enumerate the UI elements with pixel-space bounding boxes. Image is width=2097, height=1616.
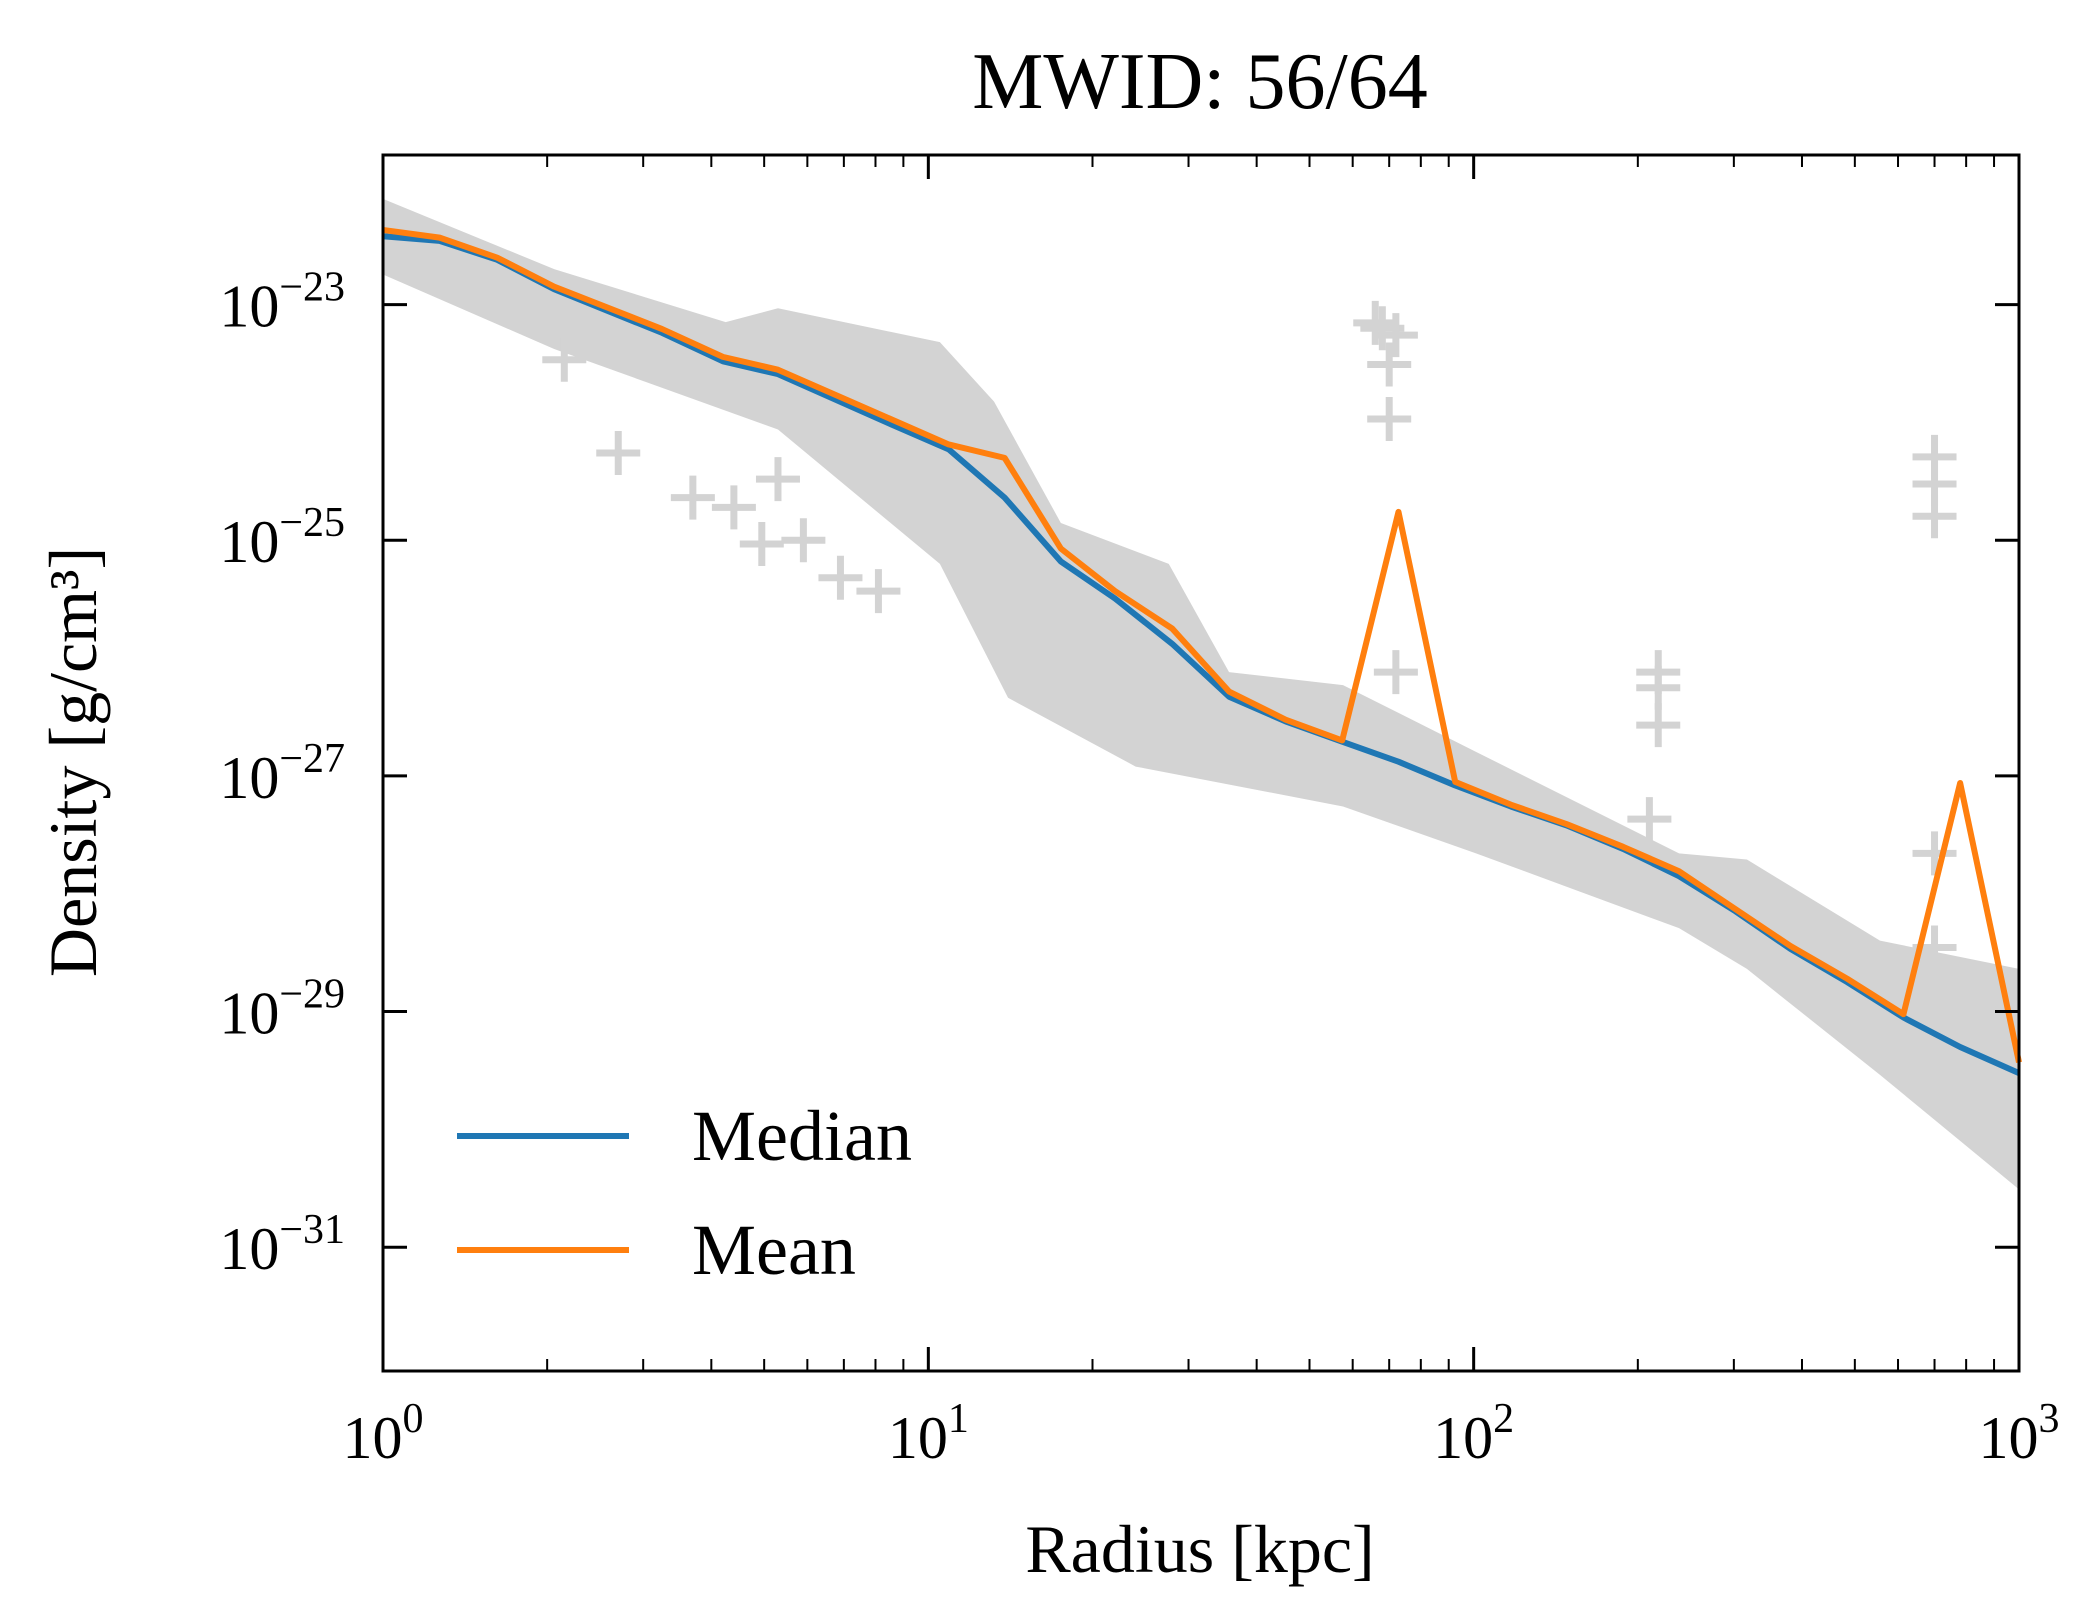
scatter-point	[856, 569, 901, 614]
x-tick-label: 102	[1433, 1396, 1514, 1471]
scatter-point	[1367, 342, 1412, 387]
plot-frame	[381, 153, 2021, 1373]
tick-exponent: 1	[948, 1396, 969, 1442]
scatter-layer	[383, 198, 2019, 1190]
scatter-point	[818, 555, 863, 600]
x-axis-label: Radius [kpc]	[1025, 1511, 1374, 1587]
scatter-point	[1636, 665, 1681, 710]
tick-base: 10	[343, 1405, 403, 1471]
tick-exponent: −31	[279, 1207, 345, 1253]
scatter-point	[1345, 699, 1390, 744]
tick-base: 10	[1979, 1405, 2039, 1471]
scatter-point	[596, 431, 641, 476]
scatter-point	[1912, 831, 1957, 876]
tick-base: 10	[888, 1405, 948, 1471]
scatter-point	[1912, 494, 1957, 539]
x-tick-label: 100	[343, 1396, 424, 1471]
scatter-point	[781, 518, 826, 563]
scatter-band	[383, 198, 2019, 1190]
scatter-point	[711, 485, 756, 530]
scatter-point	[1373, 650, 1418, 695]
tick-exponent: 2	[1493, 1396, 1514, 1442]
legend: Median Mean	[457, 1096, 912, 1290]
tick-exponent: −25	[279, 500, 345, 546]
tick-base: 10	[219, 981, 279, 1047]
tick-exponent: −29	[279, 972, 345, 1018]
chart-title: MWID: 56/64	[972, 38, 1428, 126]
tick-base: 10	[1433, 1405, 1493, 1471]
x-tick-label: 101	[888, 1396, 969, 1471]
tick-exponent: −27	[279, 736, 345, 782]
scatter-point	[755, 457, 800, 502]
tick-exponent: 0	[403, 1396, 424, 1442]
tick-base: 10	[219, 1216, 279, 1282]
scatter-point	[739, 521, 784, 566]
y-tick-label: 10−23	[219, 265, 345, 340]
legend-label-mean: Mean	[692, 1210, 856, 1290]
tick-base: 10	[219, 509, 279, 575]
legend-label-median: Median	[692, 1096, 912, 1176]
scatter-point	[670, 475, 715, 520]
y-axis-label: Density [g/cm³]	[35, 547, 111, 977]
tick-exponent: −23	[279, 265, 345, 311]
scatter-point	[1353, 300, 1398, 345]
tick-base: 10	[219, 745, 279, 811]
y-tick-label: 10−29	[219, 972, 345, 1047]
tick-exponent: 3	[2039, 1396, 2060, 1442]
scatter-point	[1367, 396, 1412, 441]
scatter-point	[542, 337, 587, 382]
x-tick-label: 103	[1979, 1396, 2060, 1471]
scatter-point	[1636, 703, 1681, 748]
tick-base: 10	[219, 274, 279, 340]
scatter-point	[1627, 797, 1672, 842]
lines-layer	[382, 226, 2022, 1076]
series-line-mean	[382, 226, 2022, 1064]
y-tick-label: 10−25	[219, 500, 345, 575]
y-tick-label: 10−31	[219, 1207, 345, 1282]
y-tick-label: 10−27	[219, 736, 345, 811]
